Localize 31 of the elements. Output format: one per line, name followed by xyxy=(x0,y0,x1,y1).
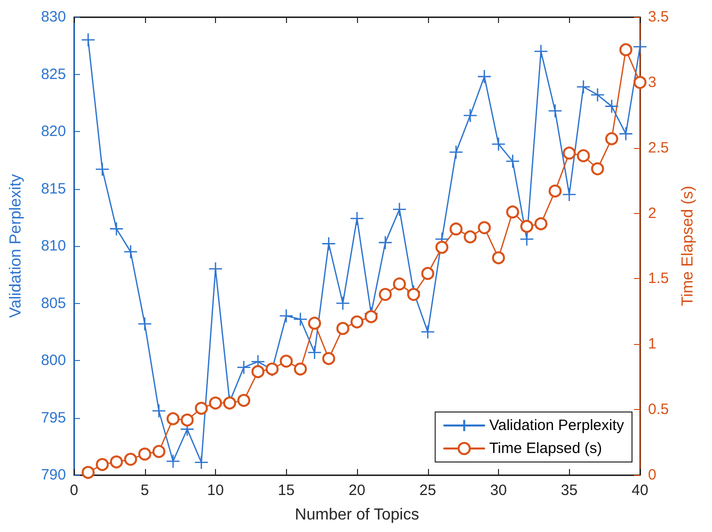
x-axis-title: Number of Topics xyxy=(294,506,420,524)
y2-tick-label: 0 xyxy=(648,466,656,484)
y-axis-title: Validation Perplexity xyxy=(8,174,24,318)
y2-tick-label: 3.5 xyxy=(648,8,669,26)
y-tick-label: 815 xyxy=(40,180,66,198)
y2-tick-label: 3 xyxy=(648,74,656,91)
y2-tick-label: 1 xyxy=(648,336,656,353)
y-tick-label: 795 xyxy=(40,409,66,426)
y2-tick-label: 0.5 xyxy=(648,401,669,418)
legend-label: Time Elapsed (s) xyxy=(489,440,602,457)
y2-tick-label: 2.5 xyxy=(648,139,669,156)
y-tick-label: 810 xyxy=(40,238,66,254)
x-tick-label: 25 xyxy=(419,482,436,499)
x-tick-label: 10 xyxy=(207,482,224,499)
y-tick-label: 820 xyxy=(40,123,66,140)
y-tick-label: 790 xyxy=(40,466,66,484)
x-tick-label: 0 xyxy=(70,482,78,499)
y-tick-label: 800 xyxy=(40,352,66,369)
y2-axis-title: Time Elapsed (s) xyxy=(680,186,696,306)
x-tick-label: 20 xyxy=(348,482,366,499)
y-tick-label: 825 xyxy=(40,66,66,83)
x-tick-label: 5 xyxy=(140,482,149,499)
legend-label: Validation Perplexity xyxy=(489,417,624,434)
x-tick-label: 15 xyxy=(278,482,295,499)
y2-tick-label: 2 xyxy=(648,204,656,222)
y-tick-label: 805 xyxy=(40,294,66,312)
y2-tick-label: 1.5 xyxy=(648,270,669,288)
x-tick-label: 30 xyxy=(490,482,507,499)
y-tick-label: 830 xyxy=(40,8,66,26)
x-tick-label: 35 xyxy=(560,482,578,499)
x-tick-label: 40 xyxy=(632,482,648,499)
